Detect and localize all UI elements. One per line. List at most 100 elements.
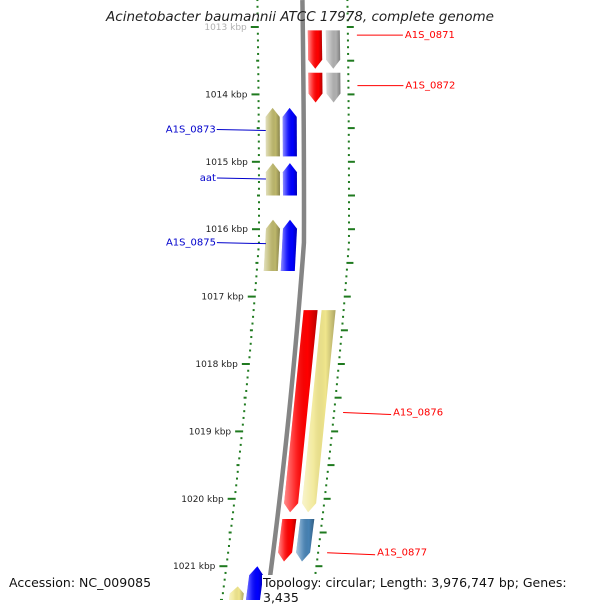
tick-minor bbox=[317, 551, 320, 554]
tick-minor bbox=[347, 106, 350, 109]
tick-minor bbox=[324, 491, 327, 494]
feature-shading bbox=[302, 310, 336, 513]
gene-name: A1S_0875 bbox=[166, 238, 216, 249]
genome-backbone bbox=[264, 0, 307, 600]
feature-shading bbox=[280, 219, 297, 271]
tick-major bbox=[251, 93, 260, 96]
kbp-label: 1018 kbp bbox=[195, 360, 238, 370]
tick-minor bbox=[256, 19, 259, 22]
tick-minor bbox=[347, 86, 350, 89]
tick-major bbox=[340, 329, 348, 332]
tick-minor bbox=[347, 46, 350, 49]
tick-minor bbox=[346, 32, 349, 35]
tick-minor bbox=[257, 106, 260, 109]
tick-minor bbox=[257, 52, 260, 55]
tick-minor bbox=[236, 464, 240, 467]
tick-minor bbox=[347, 154, 350, 157]
gene-name: A1S_0871 bbox=[405, 30, 455, 41]
feature-cds-forward-2 bbox=[308, 72, 323, 103]
gene-label-a1s_0873: A1S_0873 bbox=[166, 124, 266, 135]
tick-minor bbox=[248, 356, 251, 359]
tick-minor bbox=[241, 423, 244, 426]
tick-minor bbox=[250, 336, 253, 339]
tick-minor bbox=[258, 214, 260, 217]
tick-minor bbox=[347, 140, 350, 143]
tick-minor bbox=[245, 383, 248, 386]
tick-major bbox=[343, 295, 351, 298]
tick-major bbox=[347, 127, 355, 130]
tick-minor bbox=[249, 329, 253, 332]
genome-summary: Topology: circular; Length: 3,976,747 bp… bbox=[262, 575, 600, 605]
feature-gene-reverse-7 bbox=[265, 163, 280, 196]
tick-minor bbox=[340, 336, 343, 339]
tick-minor bbox=[227, 544, 230, 547]
feature-cds-forward-10 bbox=[284, 310, 318, 513]
gene-name: A1S_0873 bbox=[166, 124, 216, 135]
tick-minor bbox=[256, 59, 260, 62]
feature-shading bbox=[296, 519, 315, 562]
tick-minor bbox=[347, 201, 350, 204]
map-title: Acinetobacter baumannii ATCC 17978, comp… bbox=[106, 9, 494, 25]
gene-name: aat bbox=[200, 173, 216, 184]
tick-minor bbox=[240, 437, 243, 440]
tick-minor bbox=[227, 551, 230, 554]
tick-minor bbox=[231, 518, 234, 521]
tick-minor bbox=[257, 120, 260, 123]
tick-minor bbox=[230, 524, 233, 527]
tick-minor bbox=[329, 443, 332, 446]
tick-minor bbox=[346, 0, 349, 2]
feature-shading bbox=[282, 163, 297, 196]
feature-cds-forward-12 bbox=[278, 519, 297, 562]
tick-minor bbox=[257, 201, 260, 204]
kbp-label: 1013 kbp bbox=[204, 23, 247, 33]
tick-major bbox=[323, 497, 331, 500]
tick-minor bbox=[251, 322, 254, 325]
tick-minor bbox=[232, 511, 235, 514]
tick-major bbox=[347, 93, 355, 96]
tick-minor bbox=[257, 167, 260, 170]
tick-major bbox=[247, 295, 256, 298]
feature-other-gene-3 bbox=[326, 72, 341, 103]
leader-line bbox=[327, 552, 376, 556]
tick-major bbox=[346, 261, 354, 264]
tick-minor bbox=[347, 207, 350, 210]
tick-minor bbox=[257, 241, 260, 244]
tick-minor bbox=[316, 558, 319, 561]
tick-minor bbox=[238, 450, 241, 453]
tick-minor bbox=[346, 5, 349, 8]
tick-minor bbox=[346, 39, 349, 42]
tick-minor bbox=[344, 288, 347, 291]
tick-major bbox=[251, 228, 260, 231]
tick-minor bbox=[234, 491, 237, 494]
kbp-label: 1016 kbp bbox=[206, 225, 249, 235]
leader-line bbox=[343, 412, 392, 416]
tick-minor bbox=[224, 571, 227, 574]
feature-shading bbox=[278, 519, 297, 562]
tick-minor bbox=[339, 342, 342, 345]
feature-trna-13 bbox=[296, 519, 315, 562]
tick-minor bbox=[257, 66, 260, 69]
feature-cds-reverse-4 bbox=[282, 107, 297, 157]
tick-minor bbox=[256, 39, 259, 42]
gene-label-a1s_0872: A1S_0872 bbox=[357, 81, 455, 92]
tick-minor bbox=[332, 416, 335, 419]
tick-minor bbox=[219, 598, 223, 600]
tick-minor bbox=[222, 585, 225, 588]
tick-minor bbox=[347, 79, 350, 82]
kbp-label: 1015 kbp bbox=[205, 158, 248, 168]
tick-minor bbox=[256, 32, 259, 35]
feature-shading bbox=[308, 72, 323, 103]
kbp-label: 1019 kbp bbox=[189, 427, 232, 437]
tick-minor bbox=[337, 369, 340, 372]
tick-major bbox=[227, 497, 236, 500]
tick-major bbox=[219, 565, 228, 568]
tick-minor bbox=[347, 167, 350, 170]
tick-minor bbox=[257, 174, 260, 177]
tick-minor bbox=[254, 288, 257, 291]
feature-other-gene-1 bbox=[325, 30, 341, 69]
tick-minor bbox=[246, 376, 249, 379]
leader-line bbox=[216, 177, 266, 180]
tick-minor bbox=[325, 477, 328, 480]
